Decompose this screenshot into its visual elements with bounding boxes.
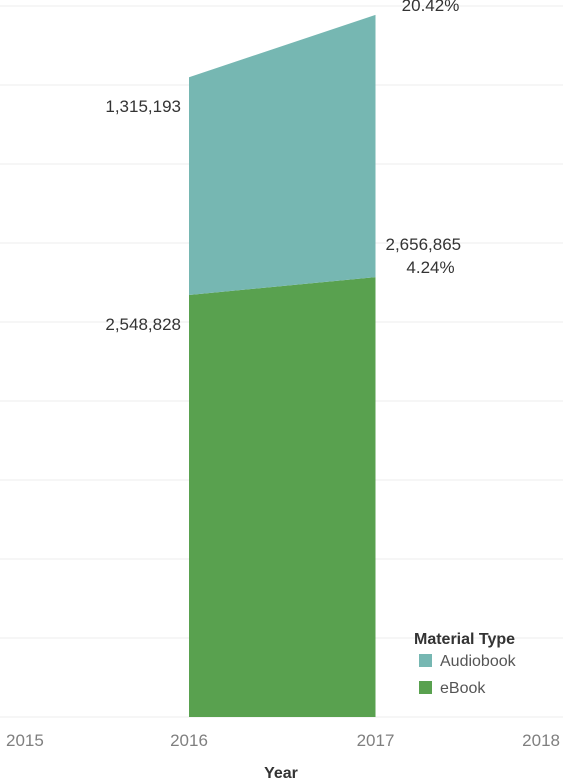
data-labels: 2,548,8282,656,8654.24%1,315,1931,583,77…: [105, 0, 461, 334]
x-axis-ticks: 2015 2016 2017 2018: [6, 731, 560, 750]
change-label-audiobook: 20.42%: [402, 0, 460, 15]
x-tick-label: 2017: [357, 731, 395, 750]
x-tick-label: 2015: [6, 731, 44, 750]
data-label-audiobook: 1,315,193: [105, 97, 181, 116]
x-tick-label: 2016: [170, 731, 208, 750]
area-series: [189, 14, 376, 717]
data-label-ebook: 2,548,828: [105, 315, 181, 334]
change-label-ebook: 4.24%: [406, 258, 454, 277]
legend-swatch-ebook: [419, 681, 432, 694]
area-ebook: [189, 277, 376, 717]
legend-label-audiobook: Audiobook: [440, 653, 517, 670]
data-label-ebook: 2,656,865: [386, 235, 462, 254]
x-tick-label: 2018: [522, 731, 560, 750]
x-axis-title: Year: [264, 765, 298, 782]
legend: Material Type Audiobook eBook: [414, 631, 517, 697]
legend-swatch-audiobook: [419, 654, 432, 667]
legend-title: Material Type: [414, 631, 515, 648]
area-audiobook: [189, 14, 376, 295]
legend-label-ebook: eBook: [440, 680, 486, 697]
